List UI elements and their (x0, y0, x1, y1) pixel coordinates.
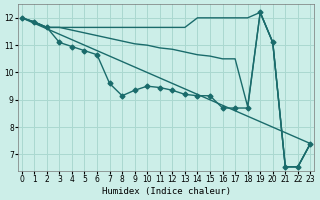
X-axis label: Humidex (Indice chaleur): Humidex (Indice chaleur) (101, 187, 231, 196)
